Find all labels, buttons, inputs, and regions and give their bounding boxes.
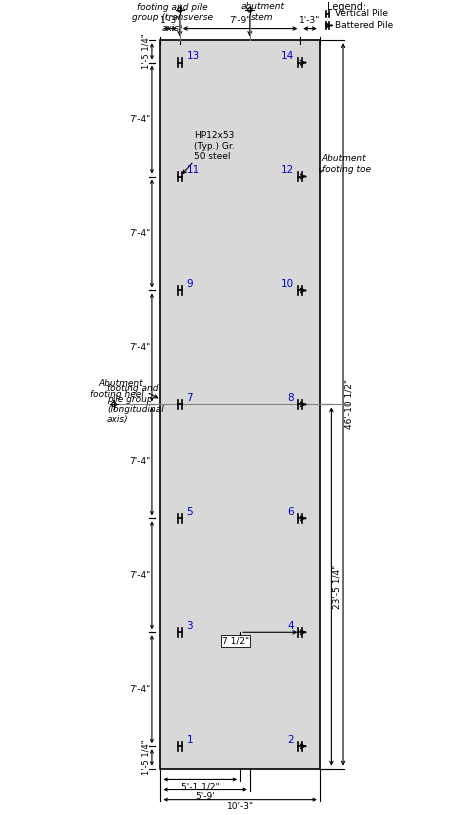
Text: 7'-4": 7'-4" — [129, 457, 150, 466]
Bar — [160, 40, 319, 769]
Text: 1'-3": 1'-3" — [159, 16, 180, 25]
Text: 7'-4": 7'-4" — [129, 229, 150, 238]
Text: footing and pile
group (transverse
axis): footing and pile group (transverse axis) — [131, 3, 212, 33]
Text: 7: 7 — [186, 393, 193, 403]
Text: 1'-3": 1'-3" — [299, 16, 320, 25]
Text: Legend:: Legend: — [326, 2, 365, 12]
Text: Abutment
footing heel: Abutment footing heel — [90, 379, 143, 399]
Text: Vertical Pile: Vertical Pile — [335, 9, 387, 18]
Text: 4: 4 — [286, 621, 293, 631]
Text: Battered Pile: Battered Pile — [335, 21, 392, 30]
Text: 1'-5 1/4": 1'-5 1/4" — [141, 33, 150, 69]
Text: 5'-9': 5'-9' — [195, 792, 214, 801]
Text: 23'-5 1/4": 23'-5 1/4" — [332, 564, 341, 609]
Text: 7'-4": 7'-4" — [129, 343, 150, 352]
Text: 12: 12 — [280, 165, 293, 175]
Text: 2: 2 — [286, 735, 293, 745]
Text: 1: 1 — [186, 735, 193, 745]
Text: 9: 9 — [186, 280, 193, 289]
Text: 5'-1 1/2": 5'-1 1/2" — [180, 782, 219, 791]
Text: HP12x53
(Typ.) Gr.
50 steel: HP12x53 (Typ.) Gr. 50 steel — [193, 131, 234, 161]
Text: footing and
pile group
(longitudinal
axis): footing and pile group (longitudinal axi… — [106, 385, 163, 425]
Text: 8: 8 — [286, 393, 293, 403]
Text: 10: 10 — [280, 280, 293, 289]
Text: 5: 5 — [186, 507, 193, 517]
Text: 1'-5 1/4": 1'-5 1/4" — [141, 740, 150, 775]
Text: 13: 13 — [186, 51, 199, 61]
Text: 11: 11 — [186, 165, 199, 175]
Text: 6: 6 — [286, 507, 293, 517]
Text: 7'-4": 7'-4" — [129, 115, 150, 124]
Text: Abutment
footing toe: Abutment footing toe — [321, 154, 370, 174]
Text: 3: 3 — [186, 621, 193, 631]
Text: abutment
stem: abutment stem — [240, 2, 284, 21]
Text: 7'-9": 7'-9" — [229, 16, 250, 25]
Text: 7'-4": 7'-4" — [129, 685, 150, 694]
Text: 14: 14 — [280, 51, 293, 61]
Text: 10'-3": 10'-3" — [226, 803, 253, 812]
Text: 7'-4": 7'-4" — [129, 570, 150, 579]
Text: 46'-10 1/2": 46'-10 1/2" — [344, 380, 353, 430]
Text: 7 1/2": 7 1/2" — [221, 637, 248, 645]
